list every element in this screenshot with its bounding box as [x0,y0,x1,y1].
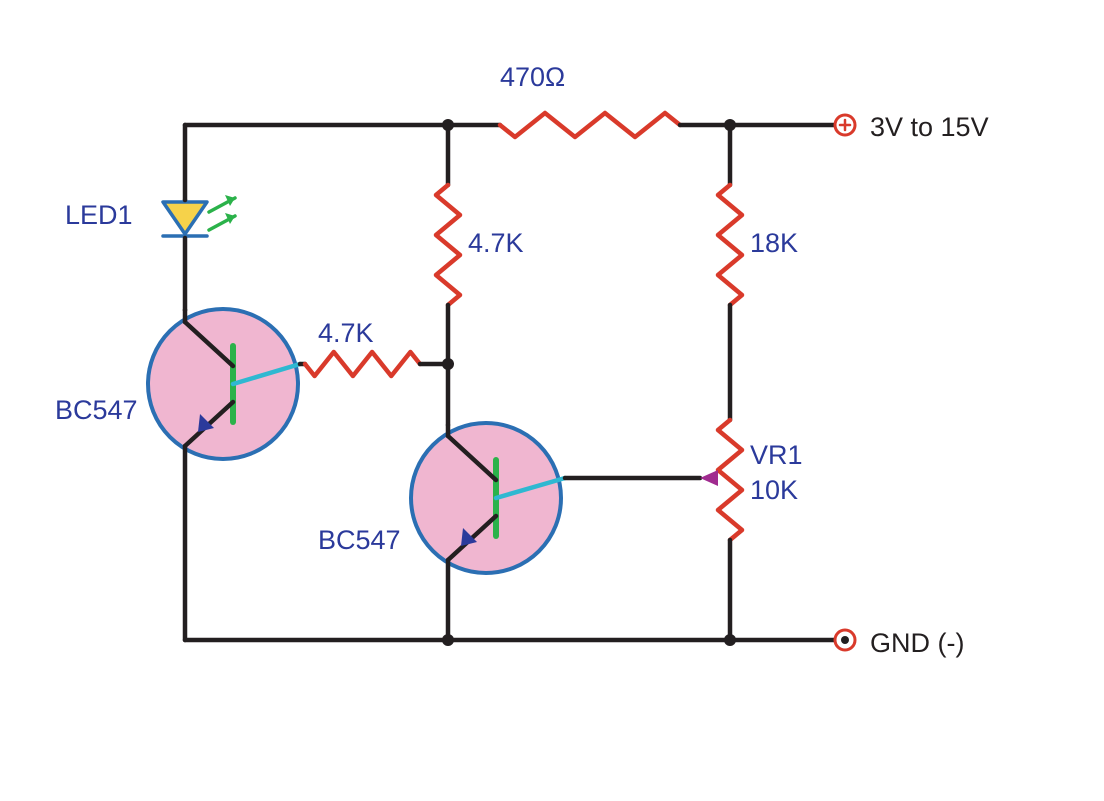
r-18k-label: 18K [750,228,798,259]
r-47k-h-label: 4.7K [318,318,374,349]
r-47k-v-label: 4.7K [468,228,524,259]
vr1-label-line1: VR1 [750,440,803,471]
gnd-label: GND (-) [870,628,964,659]
r-top-label: 470Ω [500,62,565,93]
led-label: LED1 [65,200,133,231]
vr1-label-line2: 10K [750,475,798,506]
vcc-label: 3V to 15V [870,112,989,143]
q2-label: BC547 [318,525,401,556]
q1-label: BC547 [55,395,138,426]
